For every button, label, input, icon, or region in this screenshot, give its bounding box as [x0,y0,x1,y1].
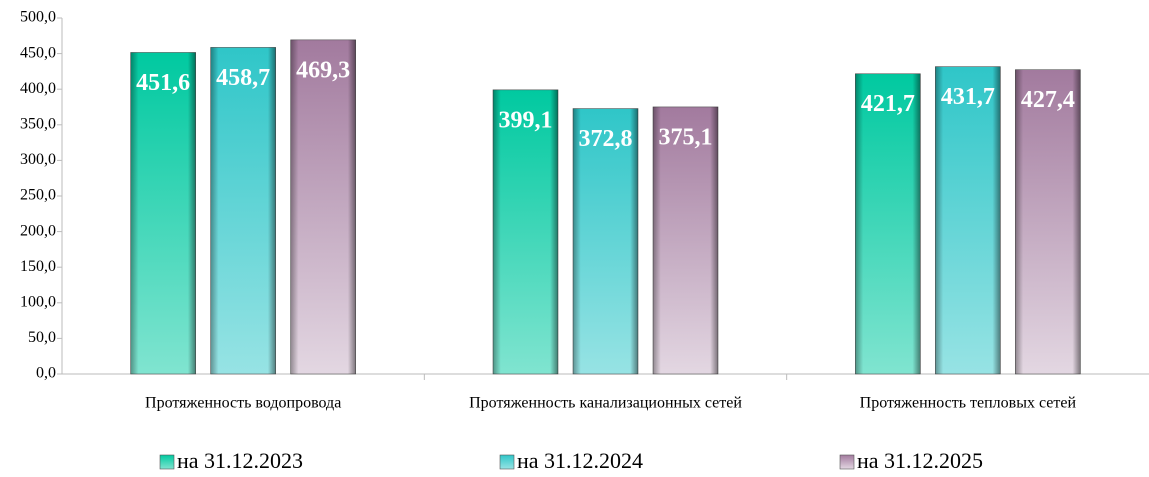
y-tick-label: 100,0 [20,293,56,310]
y-tick-label: 250,0 [20,187,56,204]
value-label: 375,1 [659,124,713,150]
bar-shade [935,66,1001,374]
bar-shade [653,106,718,374]
value-label: 421,7 [861,91,915,117]
bar-shade [573,108,638,374]
value-label: 372,8 [579,126,633,152]
x-tick-label: Протяженность водопровода [145,395,341,412]
value-label: 427,4 [1021,87,1075,113]
y-tick-label: 300,0 [20,151,56,168]
legend-label: на 31.12.2024 [517,448,643,473]
value-label: 458,7 [216,65,270,91]
y-tick-label: 200,0 [20,222,56,239]
bar-shade [855,73,921,374]
y-tick-label: 0,0 [36,365,56,382]
bar-shade [493,89,558,375]
x-tick-label: Протяженность тепловых сетей [860,395,1077,412]
y-tick-label: 500,0 [20,9,56,26]
y-tick-label: 350,0 [20,115,56,132]
bar-shade [210,47,276,374]
value-label: 399,1 [499,107,553,133]
value-label: 469,3 [296,57,350,83]
legend-label: на 31.12.2025 [857,448,983,473]
y-tick-label: 150,0 [20,258,56,275]
legend-swatch [839,454,855,470]
y-tick-label: 400,0 [20,80,56,97]
y-tick-label: 50,0 [28,329,56,346]
y-tick-label: 450,0 [20,44,56,61]
legend-swatch [159,454,175,470]
legend-swatch [499,454,515,470]
bar-shade [1015,69,1081,375]
bar-shade [290,39,356,374]
value-label: 451,6 [136,70,190,96]
bar-shade [130,52,196,374]
legend-label: на 31.12.2023 [177,448,303,473]
x-tick-label: Протяженность канализационных сетей [469,395,742,412]
value-label: 431,7 [941,84,995,110]
